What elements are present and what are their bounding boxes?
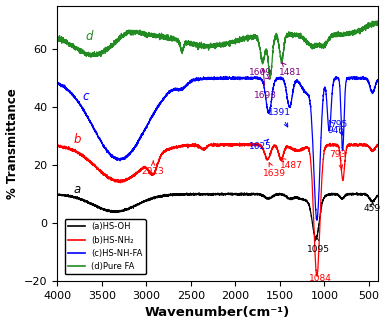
Legend: (a)HS-OH, (b)HS-NH₂, (c)HS-NH-FA, (d)Pure FA: (a)HS-OH, (b)HS-NH₂, (c)HS-NH-FA, (d)Pur… [65,219,146,274]
Text: 1084: 1084 [308,274,331,283]
Text: 1095: 1095 [307,237,330,254]
Y-axis label: % Transmittance: % Transmittance [5,88,19,199]
Text: 795: 795 [330,120,348,135]
Text: 459: 459 [364,202,381,213]
Text: 1693: 1693 [254,69,277,100]
X-axis label: Wavenumber(cm⁻¹): Wavenumber(cm⁻¹) [145,306,290,319]
Text: 1609: 1609 [249,68,272,79]
Text: a: a [74,183,80,196]
Text: b: b [74,133,81,146]
Text: 1639: 1639 [263,163,286,178]
Text: 2923: 2923 [142,161,164,176]
Text: 793: 793 [329,150,347,169]
Text: 1481: 1481 [279,63,302,77]
Text: 1487: 1487 [280,158,303,170]
Text: 1625: 1625 [249,139,272,151]
Text: 946: 946 [327,121,344,135]
Text: d: d [86,30,93,43]
Text: c: c [82,90,89,103]
Text: 1391: 1391 [269,108,291,127]
